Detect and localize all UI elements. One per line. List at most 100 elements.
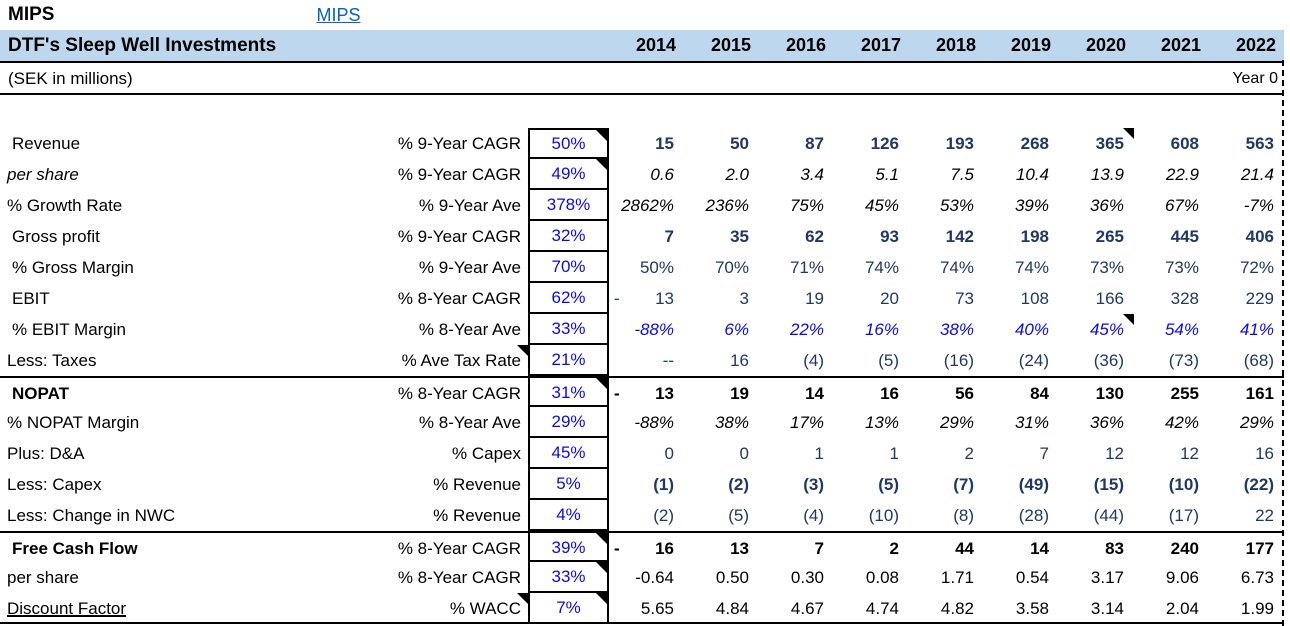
value-cell[interactable]: 40%: [1014, 320, 1049, 339]
assumption-input-cell[interactable]: 62%: [528, 281, 609, 314]
value-cell[interactable]: 142: [945, 227, 974, 246]
value-cell[interactable]: 38%: [714, 413, 749, 432]
value-cell[interactable]: 21.4: [1240, 165, 1274, 184]
assumption-input-cell[interactable]: 45%: [528, 436, 609, 469]
assumption-input-cell[interactable]: 33%: [528, 560, 609, 593]
value-cell[interactable]: 3.17: [1090, 568, 1124, 587]
value-cell[interactable]: 53%: [939, 196, 974, 215]
value-cell[interactable]: --: [662, 351, 674, 370]
assumption-input-cell[interactable]: 49%: [528, 157, 609, 190]
value-cell[interactable]: 62: [805, 227, 824, 246]
value-cell[interactable]: 13.9: [1090, 165, 1124, 184]
assumption-input-cell[interactable]: 33%: [528, 312, 609, 345]
value-cell[interactable]: 74%: [1014, 258, 1049, 277]
value-cell[interactable]: 20: [880, 289, 899, 308]
value-cell[interactable]: (49): [1018, 475, 1049, 494]
value-cell[interactable]: (73): [1168, 351, 1199, 370]
mips-link[interactable]: MIPS: [316, 5, 361, 25]
metric-label[interactable]: % Revenue: [433, 506, 521, 525]
year-header[interactable]: 2016: [785, 35, 826, 55]
row-label[interactable]: % Gross Margin: [12, 258, 134, 277]
value-cell[interactable]: 22.9: [1165, 165, 1199, 184]
metric-label[interactable]: % Capex: [452, 444, 521, 463]
value-cell[interactable]: 240: [1170, 539, 1199, 558]
value-cell[interactable]: 2: [964, 444, 974, 463]
value-cell[interactable]: 22%: [789, 320, 824, 339]
value-cell[interactable]: 255: [1170, 384, 1199, 403]
value-cell[interactable]: 0.50: [715, 568, 749, 587]
value-cell[interactable]: 67%: [1164, 196, 1199, 215]
value-cell[interactable]: 73%: [1089, 258, 1124, 277]
row-label[interactable]: NOPAT: [12, 384, 69, 403]
value-cell[interactable]: 56: [955, 384, 974, 403]
value-cell[interactable]: (28): [1018, 506, 1049, 525]
assumption-input-cell[interactable]: 32%: [528, 219, 609, 252]
value-cell[interactable]: (5): [728, 506, 749, 525]
value-cell[interactable]: -13: [609, 378, 684, 409]
value-cell[interactable]: (1): [653, 475, 674, 494]
value-cell[interactable]: 1.99: [1240, 599, 1274, 618]
value-cell[interactable]: 7: [1039, 444, 1049, 463]
value-cell[interactable]: 177: [1245, 539, 1274, 558]
value-cell[interactable]: 2: [889, 539, 899, 558]
assumption-input-cell[interactable]: 21%: [528, 343, 609, 376]
value-cell[interactable]: 10.4: [1015, 165, 1049, 184]
row-label[interactable]: % NOPAT Margin: [7, 413, 140, 432]
value-cell[interactable]: -88%: [634, 413, 674, 432]
value-cell[interactable]: (2): [653, 506, 674, 525]
value-cell[interactable]: 9.06: [1165, 568, 1199, 587]
row-label[interactable]: EBIT: [12, 289, 50, 308]
value-cell[interactable]: 7.5: [950, 165, 974, 184]
value-cell[interactable]: 84: [1030, 384, 1049, 403]
value-cell[interactable]: 13%: [864, 413, 899, 432]
metric-label[interactable]: % 9-Year Ave: [418, 258, 521, 277]
value-cell[interactable]: (15): [1093, 475, 1124, 494]
assumption-input-cell[interactable]: 29%: [528, 405, 609, 438]
value-cell[interactable]: 1: [814, 444, 824, 463]
value-cell[interactable]: 35: [730, 227, 749, 246]
value-cell[interactable]: 0: [739, 444, 749, 463]
assumption-input-cell[interactable]: 50%: [528, 128, 609, 159]
row-label[interactable]: % EBIT Margin: [12, 320, 127, 339]
value-cell[interactable]: 50%: [639, 258, 674, 277]
value-cell[interactable]: 74%: [939, 258, 974, 277]
row-label[interactable]: Less: Change in NWC: [7, 506, 176, 525]
value-cell[interactable]: 15: [655, 134, 674, 153]
value-cell[interactable]: 42%: [1164, 413, 1199, 432]
value-cell[interactable]: 0.08: [865, 568, 899, 587]
value-cell[interactable]: (5): [878, 351, 899, 370]
assumption-input-cell[interactable]: 70%: [528, 250, 609, 283]
value-cell[interactable]: 12: [1105, 444, 1124, 463]
value-cell[interactable]: 166: [1095, 289, 1124, 308]
value-cell[interactable]: 6%: [724, 320, 749, 339]
assumption-input-cell[interactable]: 5%: [528, 467, 609, 500]
metric-label[interactable]: % WACC: [298, 593, 528, 624]
metric-label[interactable]: % 9-Year CAGR: [397, 165, 521, 184]
row-label[interactable]: Free Cash Flow: [12, 539, 138, 558]
value-cell[interactable]: (24): [1018, 351, 1049, 370]
value-cell[interactable]: 16: [1255, 444, 1274, 463]
value-cell[interactable]: 14: [805, 384, 824, 403]
value-cell[interactable]: 0.6: [650, 165, 674, 184]
value-cell[interactable]: 31%: [1014, 413, 1049, 432]
value-cell[interactable]: 87: [805, 134, 824, 153]
value-cell[interactable]: (10): [868, 506, 899, 525]
year-header[interactable]: 2014: [635, 35, 676, 55]
row-label[interactable]: Gross profit: [12, 227, 100, 246]
value-cell[interactable]: 406: [1245, 227, 1274, 246]
value-cell[interactable]: 39%: [1014, 196, 1049, 215]
row-label[interactable]: Less: Taxes: [7, 351, 97, 370]
year-header[interactable]: 2015: [710, 35, 751, 55]
year-header[interactable]: 2020: [1085, 35, 1126, 55]
year-header[interactable]: 2017: [860, 35, 901, 55]
metric-label[interactable]: % 9-Year Ave: [418, 196, 521, 215]
value-cell[interactable]: 2.04: [1165, 599, 1199, 618]
value-cell[interactable]: 268: [1020, 134, 1049, 153]
value-cell[interactable]: 16%: [864, 320, 899, 339]
value-cell[interactable]: (4): [803, 506, 824, 525]
value-cell[interactable]: 83: [1105, 539, 1124, 558]
value-cell[interactable]: (22): [1243, 475, 1274, 494]
value-cell[interactable]: 4.84: [715, 599, 749, 618]
year-header[interactable]: 2022: [1235, 35, 1276, 55]
row-label[interactable]: per share: [7, 568, 79, 587]
